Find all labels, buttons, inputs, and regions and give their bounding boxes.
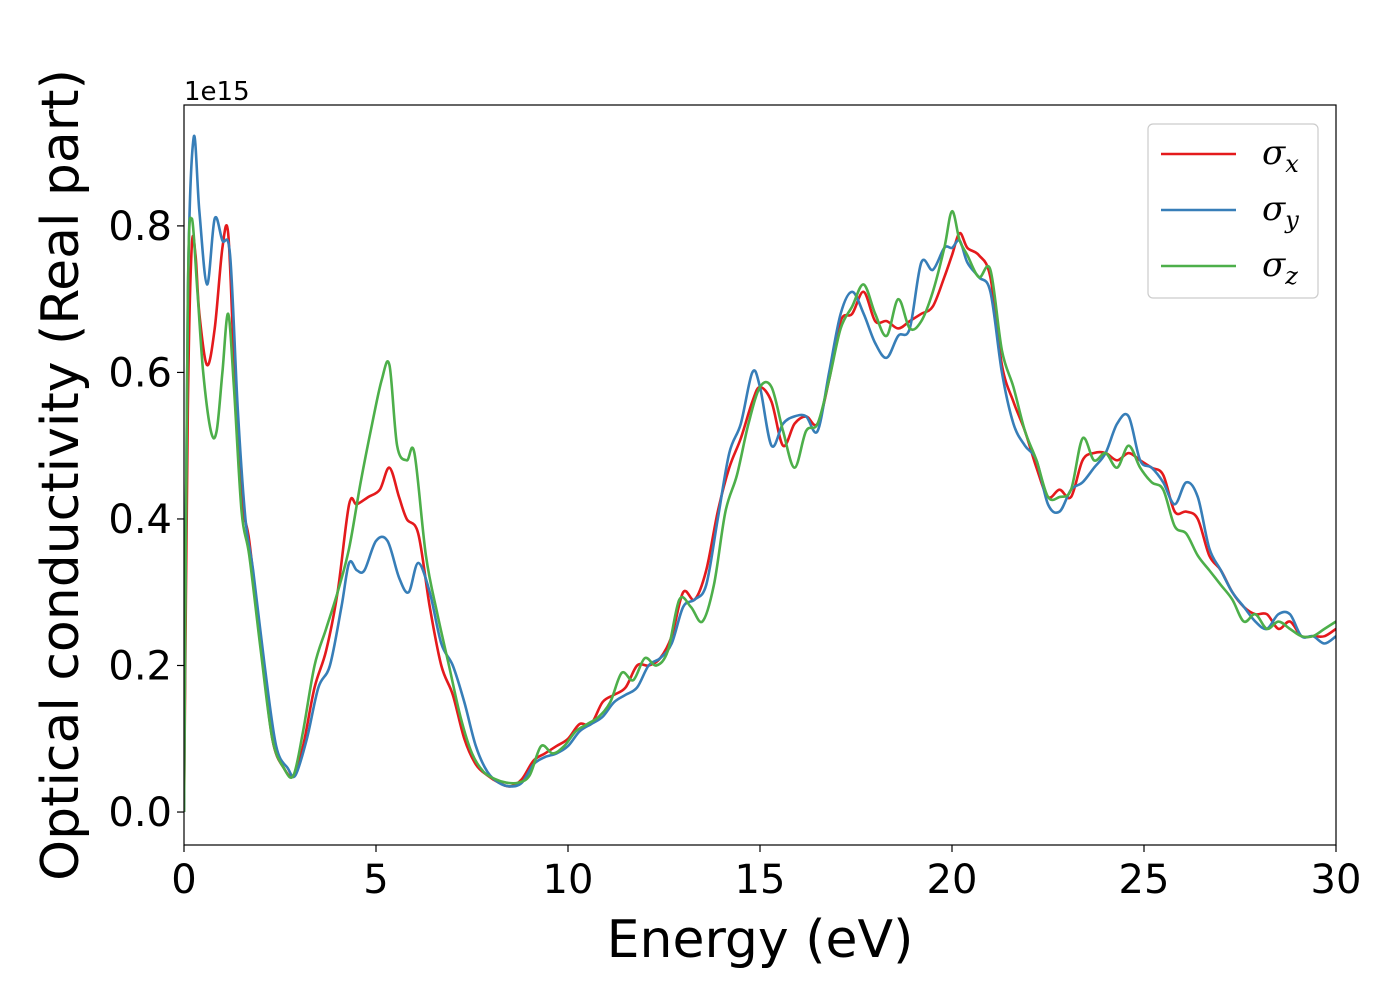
series-line-y [184, 134, 1336, 813]
y-tick-label: 0.6 [108, 350, 172, 396]
y-tick-label: 0.2 [108, 643, 172, 689]
x-tick-label: 30 [1311, 857, 1362, 903]
x-tick-label: 0 [171, 857, 196, 903]
x-tick-label: 15 [735, 857, 786, 903]
series-line-z [184, 209, 1336, 813]
y-axis-label: Optical conductivity (Real part) [31, 69, 91, 881]
y-offset-label: 1e15 [184, 77, 250, 107]
x-tick-label: 20 [927, 857, 978, 903]
legend: σx σy σz [1147, 123, 1319, 299]
legend-label-z: σz [1262, 245, 1298, 290]
x-tick-label: 25 [1119, 857, 1170, 903]
legend-label-y: σy [1262, 189, 1299, 234]
x-tick-label: 5 [363, 857, 388, 903]
y-tick-label: 0.8 [108, 204, 172, 250]
y-tick-label: 0.4 [108, 497, 172, 543]
legend-label-x: σx [1262, 133, 1299, 178]
x-axis-label: Energy (eV) [607, 910, 914, 970]
y-axis-ticks: 0.0 0.2 0.4 0.6 0.8 [108, 204, 184, 836]
series-line-x [184, 224, 1336, 813]
x-axis-ticks: 0 5 10 15 20 25 30 [171, 845, 1361, 903]
series-layer [184, 134, 1336, 813]
y-tick-label: 0.0 [108, 790, 172, 836]
x-tick-label: 10 [543, 857, 594, 903]
